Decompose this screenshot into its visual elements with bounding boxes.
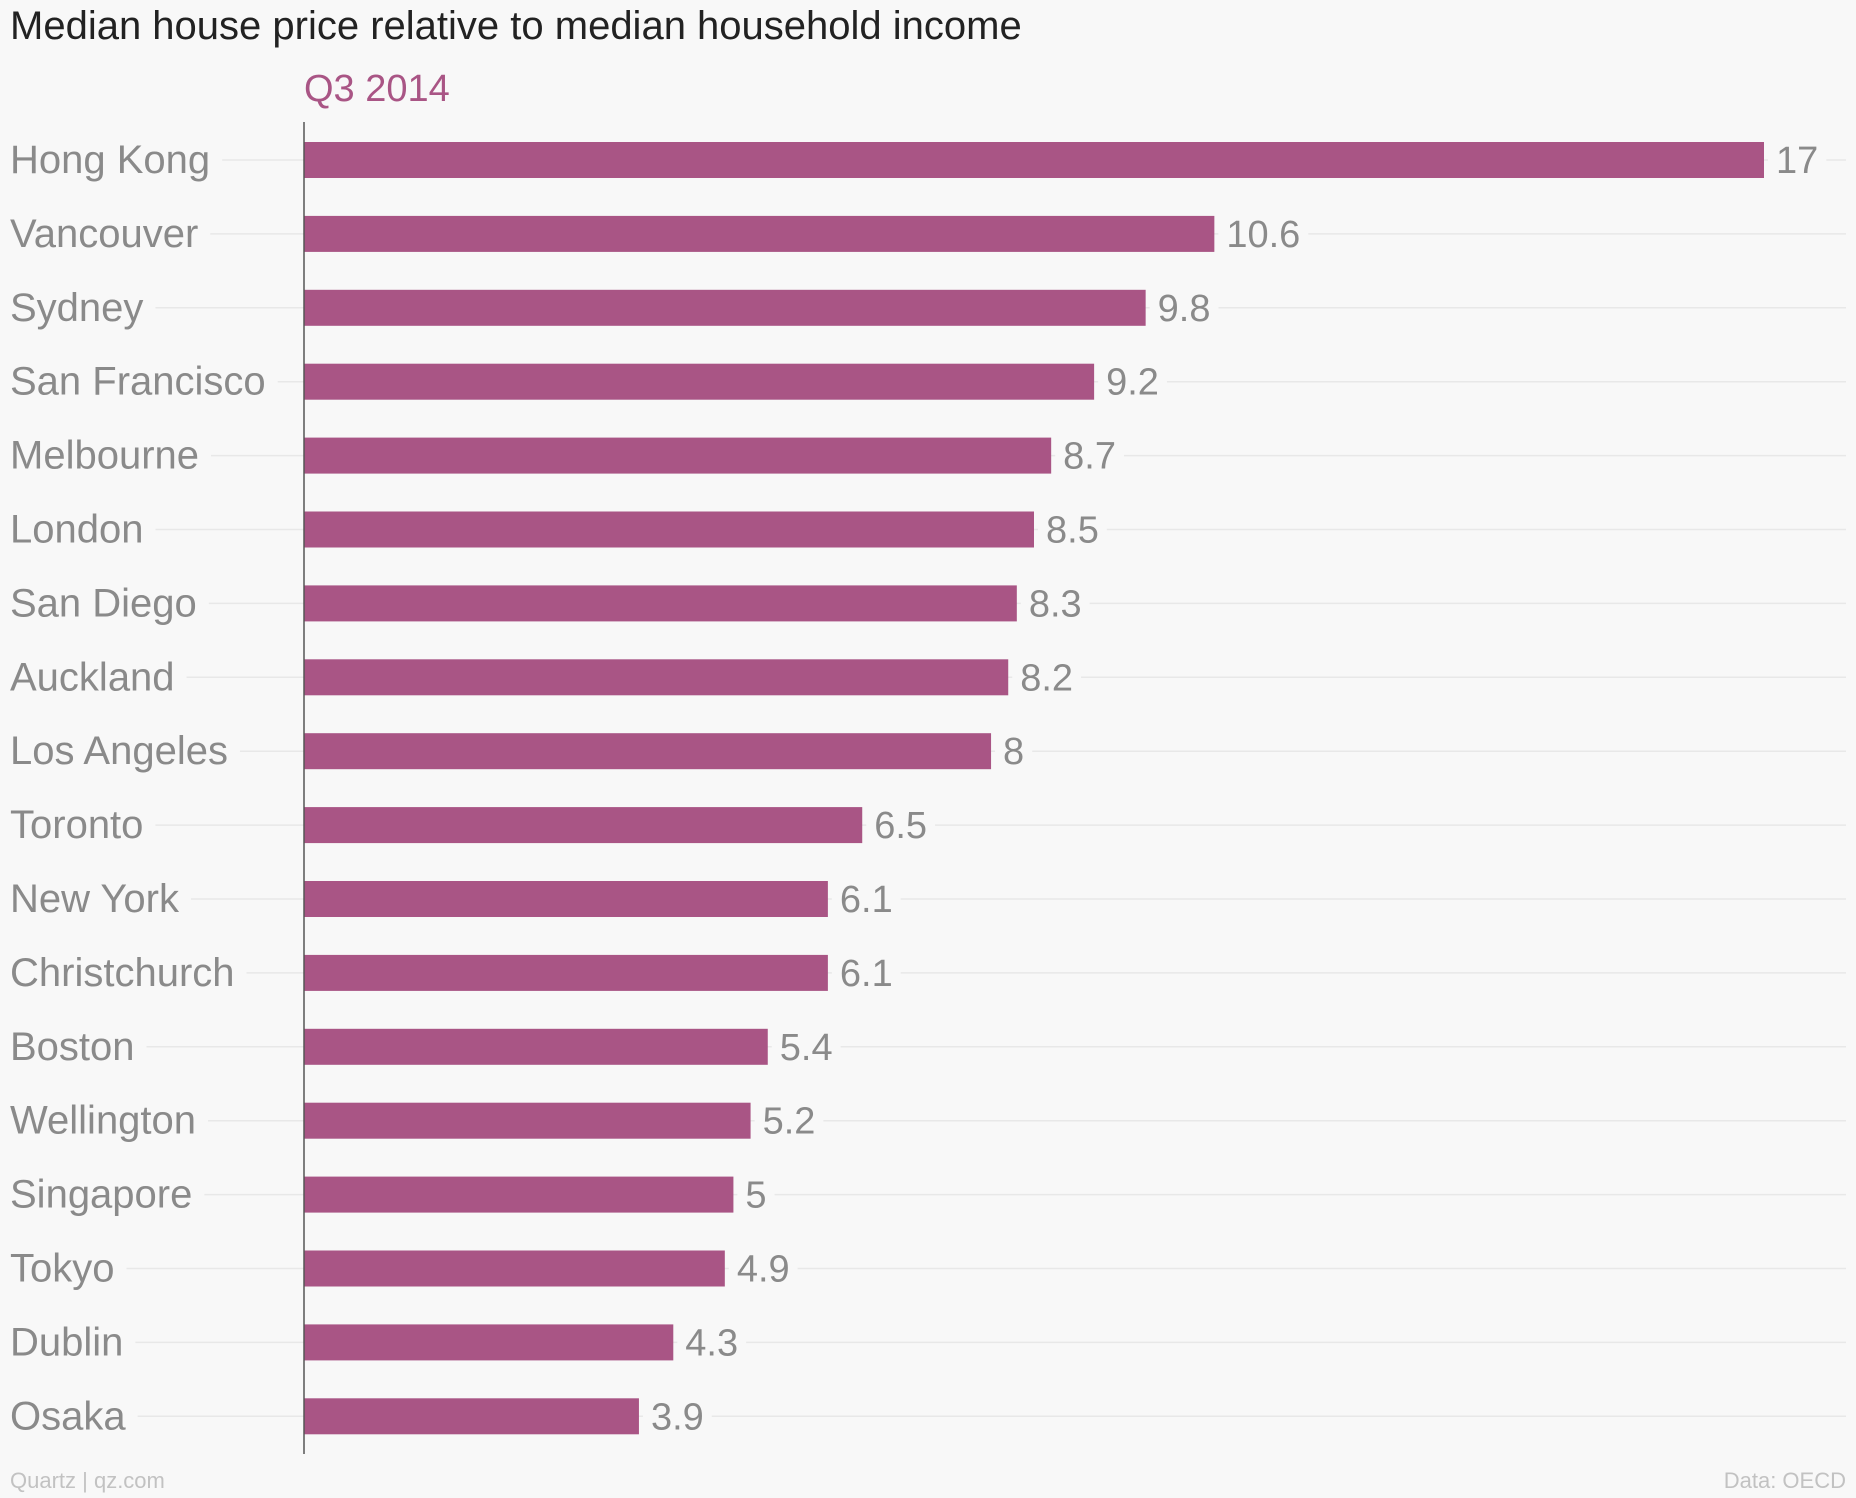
value-label-bg (831, 946, 901, 999)
value-label: 8.3 (1029, 583, 1082, 625)
value-label-bg (866, 799, 936, 852)
value-label-bg (1055, 429, 1125, 482)
category-label-bg (4, 355, 278, 408)
category-label-bg (4, 651, 187, 704)
category-label: San Francisco (10, 360, 266, 404)
category-labels: Hong Kong Vancouver Sydney San Francisco Mel… (4, 134, 278, 1443)
bar-new-york (304, 881, 828, 917)
category-label-bg (4, 946, 247, 999)
value-label: 8 (1003, 731, 1024, 773)
value-label: 6.5 (874, 805, 927, 847)
category-label: Wellington (10, 1099, 196, 1143)
value-label: 8.5 (1046, 510, 1099, 552)
category-label: Auckland (10, 655, 175, 699)
bar-vancouver (304, 215, 1215, 252)
value-label: 5.2 (763, 1101, 816, 1143)
category-label: Hong Kong (10, 138, 210, 182)
category-label-bg (4, 873, 191, 925)
value-label: 5.4 (780, 1027, 833, 1069)
bar-tokyo (304, 1250, 725, 1287)
value-label: 3.9 (651, 1396, 704, 1438)
category-label: Melbourne (10, 434, 199, 478)
category-label: Tokyo (10, 1247, 115, 1291)
category-label: London (10, 508, 143, 552)
value-label-bg (995, 725, 1033, 778)
bar-boston (304, 1028, 768, 1065)
category-label-bg (4, 799, 156, 852)
category-label-bg (4, 1390, 138, 1443)
value-label-bg (728, 1242, 798, 1295)
value-label: 9.2 (1106, 362, 1159, 404)
bar-san-francisco (304, 363, 1095, 400)
category-label-bg (4, 207, 211, 260)
category-label: Boston (10, 1025, 135, 1069)
value-label-bg (831, 873, 901, 925)
bar-osaka (304, 1398, 639, 1435)
category-label-bg (4, 429, 212, 482)
value-label-bg (1218, 207, 1309, 260)
footer-source: Data: OECD (1723, 1468, 1846, 1493)
category-label: Vancouver (10, 212, 198, 256)
category-label: Dublin (10, 1320, 123, 1364)
gridlines (8, 159, 1846, 1418)
bar-melbourne (304, 437, 1052, 474)
value-label-bg (737, 1168, 775, 1221)
category-label-bg (4, 503, 156, 556)
category-label: Osaka (10, 1394, 126, 1438)
value-label-bg (754, 1094, 824, 1147)
value-label: 8.2 (1020, 657, 1073, 699)
value-label-bg (1012, 651, 1082, 704)
category-label-bg (4, 577, 209, 630)
category-label: Singapore (10, 1173, 192, 1217)
category-label-bg (4, 1168, 205, 1221)
bar-christchurch (304, 954, 828, 991)
bar-hong-kong (304, 142, 1764, 178)
bars (304, 142, 1764, 1435)
value-label: 4.9 (737, 1249, 790, 1291)
category-label-bg (4, 134, 223, 186)
value-label-bg (771, 1020, 841, 1073)
bar-london (304, 511, 1034, 548)
value-label: 6.1 (840, 879, 893, 921)
category-label: New York (10, 877, 180, 921)
bar-singapore (304, 1176, 734, 1213)
value-label-bg (677, 1316, 747, 1369)
series-label: Q3 2014 (304, 68, 450, 110)
category-label-bg (4, 725, 240, 778)
value-label-bg (642, 1390, 712, 1443)
value-label-bg (1020, 577, 1090, 630)
value-labels: 1710.69.89.28.78.58.38.286.56.16.15.45.2… (642, 134, 1827, 1443)
category-label-bg (4, 1316, 136, 1369)
value-label-bg (1768, 134, 1827, 186)
bar-wellington (304, 1102, 751, 1139)
value-label: 4.3 (685, 1322, 738, 1364)
value-label-bg (1098, 355, 1167, 408)
category-label: Los Angeles (10, 729, 228, 773)
value-label: 5 (745, 1175, 766, 1217)
category-label-bg (4, 281, 156, 334)
category-label-bg (4, 1020, 147, 1073)
category-label: Toronto (10, 803, 143, 847)
category-label: Christchurch (10, 951, 235, 995)
bar-auckland (304, 659, 1009, 696)
value-label-bg (1038, 503, 1107, 556)
category-label: San Diego (10, 581, 197, 625)
bar-toronto (304, 807, 863, 844)
category-label-bg (4, 1094, 209, 1147)
footer-credit: Quartz | qz.com (10, 1468, 165, 1493)
bar-sydney (304, 289, 1146, 326)
category-label-bg (4, 1242, 127, 1295)
category-label: Sydney (10, 286, 143, 330)
bar-los-angeles (304, 733, 992, 770)
bar-dublin (304, 1324, 674, 1361)
value-label-bg (1149, 281, 1219, 334)
bar-san-diego (304, 585, 1017, 622)
value-label: 9.8 (1158, 288, 1211, 330)
chart-title: Median house price relative to median ho… (10, 4, 1022, 48)
value-label: 10.6 (1226, 214, 1300, 256)
value-label: 6.1 (840, 953, 893, 995)
value-label: 17 (1776, 140, 1818, 182)
value-label: 8.7 (1063, 436, 1116, 478)
